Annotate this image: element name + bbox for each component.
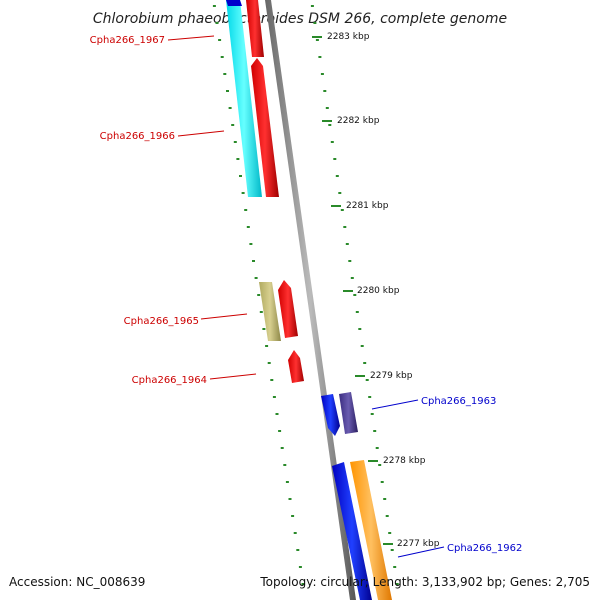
- gene-label-cpha266-1967: Cpha266_1967: [90, 35, 165, 46]
- gene-label-cpha266-1965: Cpha266_1965: [124, 316, 199, 327]
- label-leader-line: [200, 313, 248, 320]
- gene-feature-cpha266-1964: [288, 350, 304, 383]
- tick-label: 2283 kbp: [327, 32, 370, 42]
- gene-feature-cyan: [226, 0, 262, 197]
- gene-feature-cpha266-1963a: [321, 394, 340, 436]
- gene-labels: Cpha266_1967 Cpha266_1966 Cpha266_1965 C…: [90, 35, 522, 558]
- label-leader-line: [371, 399, 419, 410]
- label-leader-line: [167, 35, 215, 41]
- gene-feature-cpha266-1966: [251, 58, 279, 197]
- gene-label-cpha266-1966: Cpha266_1966: [100, 131, 175, 142]
- gene-feature-blue-top: [226, 0, 242, 6]
- scale-ticks: 2283 kbp 2282 kbp 2281 kbp 2280 kbp 2279…: [312, 32, 440, 549]
- label-leader-line: [209, 373, 257, 380]
- genome-summary-text: Topology: circular; Length: 3,133,902 bp…: [259, 575, 590, 589]
- gene-feature-cpha266-1962a: [332, 462, 372, 600]
- label-leader-line: [397, 546, 445, 558]
- outer-tick-ring: [310, 5, 399, 585]
- tick-label: 2278 kbp: [383, 456, 426, 466]
- tick-label: 2280 kbp: [357, 286, 400, 296]
- tick-label: 2282 kbp: [337, 116, 380, 126]
- accession-text: Accession: NC_008639: [9, 575, 145, 589]
- tick-label: 2277 kbp: [397, 539, 440, 549]
- gene-label-cpha266-1964: Cpha266_1964: [132, 375, 207, 386]
- gene-feature-cpha266-1967: [246, 0, 264, 57]
- gene-feature-cpha266-1962b: [350, 460, 392, 600]
- map-title: Chlorobium phaeobacteroides DSM 266, com…: [93, 11, 507, 27]
- genome-backbone: [265, 0, 356, 600]
- tick-label: 2281 kbp: [346, 201, 389, 211]
- tick-label: 2279 kbp: [370, 371, 413, 381]
- inner-tick-ring: [212, 5, 305, 585]
- gene-feature-olive: [259, 282, 281, 341]
- gene-label-cpha266-1963: Cpha266_1963: [421, 396, 496, 407]
- gene-feature-cpha266-1965: [278, 280, 298, 338]
- label-leader-line: [177, 130, 225, 137]
- gene-label-cpha266-1962: Cpha266_1962: [447, 543, 522, 554]
- gene-feature-cpha266-1963b: [339, 392, 358, 434]
